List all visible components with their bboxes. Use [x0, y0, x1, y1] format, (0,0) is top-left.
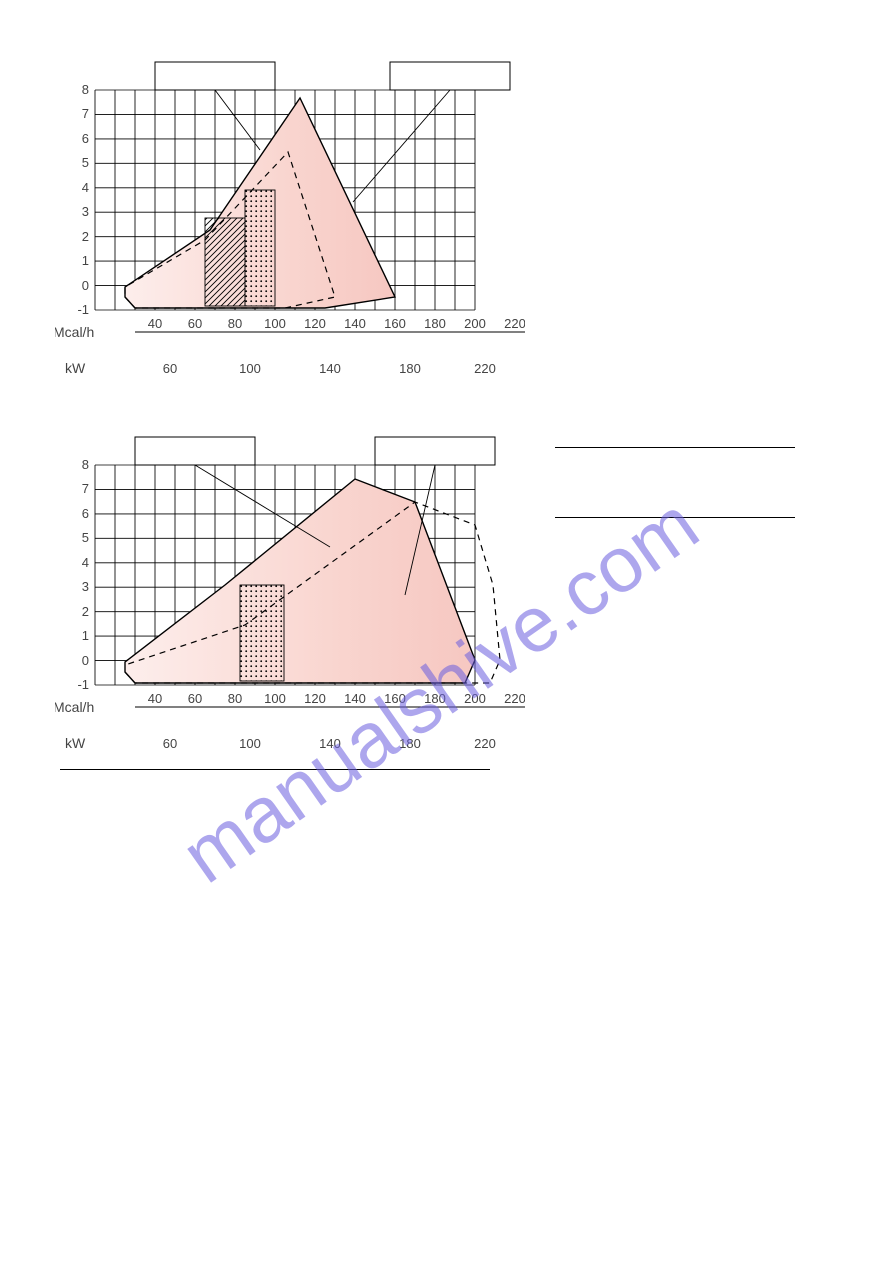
svg-text:8: 8 [82, 457, 89, 472]
svg-text:60: 60 [188, 691, 202, 706]
chart-2-hatch-dots [240, 585, 284, 681]
chart-1-svg: 8 7 6 5 4 3 2 1 0 -1 [55, 30, 525, 390]
svg-text:180: 180 [424, 316, 446, 331]
chart-1-xaxis2-label: kW [65, 360, 86, 376]
chart-2-callout-left [135, 437, 255, 465]
chart-2-svg: 8 7 6 5 4 3 2 1 0 -1 [55, 405, 525, 765]
divider-line-3 [60, 769, 490, 770]
svg-text:0: 0 [82, 653, 89, 668]
svg-text:140: 140 [344, 691, 366, 706]
chart-1-xaxis-kw: kW 60 100 140 180 220 260 [65, 360, 525, 376]
svg-text:160: 160 [384, 691, 406, 706]
svg-text:100: 100 [264, 691, 286, 706]
svg-text:4: 4 [82, 180, 89, 195]
divider-line-1 [555, 447, 795, 448]
svg-text:60: 60 [163, 736, 177, 751]
svg-text:7: 7 [82, 106, 89, 121]
svg-text:40: 40 [148, 316, 162, 331]
svg-text:80: 80 [228, 691, 242, 706]
chart-2-solid-region [125, 479, 475, 683]
svg-text:80: 80 [228, 316, 242, 331]
svg-text:180: 180 [424, 691, 446, 706]
svg-text:140: 140 [319, 361, 341, 376]
svg-text:7: 7 [82, 481, 89, 496]
chart-1-xaxis-mcal: Mcal/h 40 60 80 100 120 140 160 180 200 … [55, 316, 525, 340]
svg-text:220: 220 [474, 736, 496, 751]
svg-text:100: 100 [239, 736, 261, 751]
svg-text:2: 2 [82, 229, 89, 244]
svg-text:4: 4 [82, 555, 89, 570]
chart-2: 8 7 6 5 4 3 2 1 0 -1 [55, 405, 525, 770]
svg-text:220: 220 [504, 691, 525, 706]
svg-text:220: 220 [474, 361, 496, 376]
chart-1-hatch-diag [205, 218, 245, 306]
chart-2-plot: 8 7 6 5 4 3 2 1 0 -1 [77, 457, 500, 692]
chart-1-xaxis1-label: Mcal/h [55, 324, 94, 340]
svg-text:200: 200 [464, 691, 486, 706]
svg-text:200: 200 [464, 316, 486, 331]
chart-2-xaxis-kw: kW 60 100 140 180 220 260 [65, 735, 525, 751]
svg-text:160: 160 [384, 316, 406, 331]
svg-text:6: 6 [82, 506, 89, 521]
svg-text:120: 120 [304, 316, 326, 331]
svg-text:180: 180 [399, 361, 421, 376]
svg-text:3: 3 [82, 204, 89, 219]
svg-text:140: 140 [344, 316, 366, 331]
chart-2-xaxis1-label: Mcal/h [55, 699, 94, 715]
divider-line-2 [555, 517, 795, 518]
svg-text:-1: -1 [77, 302, 89, 317]
svg-text:1: 1 [82, 253, 89, 268]
svg-text:5: 5 [82, 155, 89, 170]
chart-2-xaxis2-label: kW [65, 735, 86, 751]
chart-1: 8 7 6 5 4 3 2 1 0 -1 [55, 30, 525, 395]
svg-text:180: 180 [399, 736, 421, 751]
svg-text:100: 100 [264, 316, 286, 331]
chart-2-callout-right [375, 437, 495, 465]
chart-1-callout-left-leader [215, 90, 260, 150]
chart-1-plot: 8 7 6 5 4 3 2 1 0 -1 [77, 82, 475, 317]
chart-1-hatch-dots [245, 190, 275, 306]
svg-text:60: 60 [163, 361, 177, 376]
svg-text:140: 140 [319, 736, 341, 751]
svg-text:220: 220 [504, 316, 525, 331]
page-root: 8 7 6 5 4 3 2 1 0 -1 [0, 0, 893, 1263]
svg-text:6: 6 [82, 131, 89, 146]
chart-2-xaxis-mcal: Mcal/h 40 60 80 100 120 140 160 180 200 … [55, 691, 525, 715]
svg-text:120: 120 [304, 691, 326, 706]
svg-text:40: 40 [148, 691, 162, 706]
svg-text:3: 3 [82, 579, 89, 594]
svg-text:2: 2 [82, 604, 89, 619]
svg-text:60: 60 [188, 316, 202, 331]
chart-2-yticks: 8 7 6 5 4 3 2 1 0 -1 [77, 457, 89, 692]
svg-text:1: 1 [82, 628, 89, 643]
chart-1-callout-right [390, 62, 510, 90]
svg-text:8: 8 [82, 82, 89, 97]
svg-text:0: 0 [82, 278, 89, 293]
chart-1-yticks: 8 7 6 5 4 3 2 1 0 -1 [77, 82, 89, 317]
svg-text:5: 5 [82, 530, 89, 545]
svg-text:100: 100 [239, 361, 261, 376]
chart-1-callout-left [155, 62, 275, 90]
chart-1-callout-right-leader [353, 90, 450, 202]
svg-text:-1: -1 [77, 677, 89, 692]
